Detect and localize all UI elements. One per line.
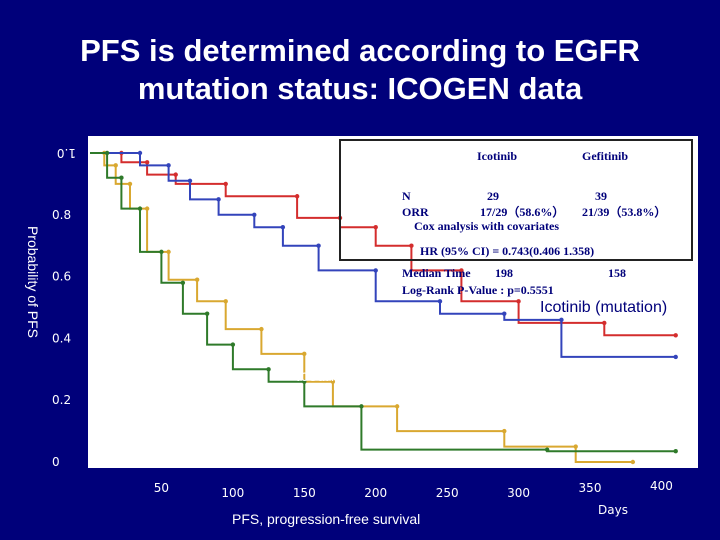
censor-mark <box>216 197 221 202</box>
label-gefetinib-wild: Gefetinib (wild type) <box>96 403 237 420</box>
x-tick-label: 150 <box>293 486 316 500</box>
title-line-1: PFS is determined according to EGFR <box>80 33 640 68</box>
censor-mark <box>359 404 364 409</box>
hr-text: HR (95% CI) = 0.743(0.406 1.358) <box>420 244 594 258</box>
y-tick-label: 0.6 <box>52 270 71 284</box>
censor-mark <box>180 280 186 285</box>
censor-mark <box>330 379 336 384</box>
censor-mark <box>302 379 307 384</box>
y-tick-label: 0.8 <box>52 208 71 222</box>
label-gefitinib-mutation: Gefitinib (Mutation) <box>402 337 537 354</box>
censor-mark <box>252 212 257 217</box>
x-tick-label: 50 <box>154 481 169 495</box>
y-tick-label: 0.2 <box>52 393 71 407</box>
censor-mark <box>104 150 110 156</box>
censor-mark <box>459 268 464 273</box>
y-tick-label: 1.0 <box>57 146 76 160</box>
censor-mark <box>559 317 564 323</box>
col-gefitinib: Gefitinib <box>582 149 628 163</box>
y-axis-ticks: 0 0.2 0.4 0.6 0.8 1.0 <box>52 146 76 469</box>
curve-series-2 <box>90 152 633 463</box>
label-icotinib-wild: Icotinib(wild type) <box>296 368 420 385</box>
censor-mark <box>144 206 150 211</box>
censor-mark <box>573 444 578 449</box>
curve-series-3 <box>90 152 676 453</box>
median-gefitinib: 158 <box>608 266 626 280</box>
n-icotinib: 29 <box>487 189 499 203</box>
censor-mark <box>437 299 443 304</box>
censor-mark <box>127 181 133 187</box>
y-tick-label: 0.4 <box>52 331 71 345</box>
censor-mark <box>373 268 378 273</box>
censor-mark <box>223 299 228 304</box>
censor-mark <box>137 206 143 211</box>
x-tick-label: 200 <box>364 486 387 500</box>
x-axis-title: Days <box>598 503 628 517</box>
censor-mark <box>223 181 228 187</box>
median-icotinib: 198 <box>495 266 513 280</box>
censor-mark <box>502 311 507 316</box>
censor-mark <box>673 333 678 338</box>
censor-mark <box>673 354 678 360</box>
censor-mark <box>502 428 507 434</box>
censor-mark <box>516 299 521 304</box>
cox-text: Cox analysis with covariates <box>414 219 559 233</box>
orr-icotinib: 17/29（58.6%） <box>480 204 564 219</box>
col-icotinib: Icotinib <box>477 149 517 163</box>
censor-mark <box>119 175 124 180</box>
censor-mark <box>602 320 607 326</box>
censor-mark <box>316 243 321 248</box>
censor-mark <box>230 342 236 347</box>
censor-mark <box>113 163 118 168</box>
censor-mark <box>187 178 193 184</box>
x-tick-label: 300 <box>507 486 530 500</box>
censor-mark <box>673 448 678 454</box>
censor-mark <box>144 160 150 165</box>
survival-curves <box>90 150 678 465</box>
median-label: Median Time <box>402 266 471 280</box>
censor-mark <box>373 224 378 230</box>
n-label: N <box>402 189 411 203</box>
censor-mark <box>166 163 171 168</box>
x-tick-label: 350 <box>579 481 602 495</box>
orr-label: ORR <box>402 205 429 219</box>
y-axis-title: Probability of PFS <box>25 226 41 338</box>
logrank-text: Log-Rank P-Value : p=0.5551 <box>402 283 554 297</box>
n-gefitinib: 39 <box>595 189 607 203</box>
x-axis-ticks: 50 100 150 200 250 300 350 400 <box>154 479 673 500</box>
censor-mark <box>630 459 636 465</box>
censor-mark <box>173 172 178 177</box>
censor-mark <box>137 150 143 156</box>
title-line-2: mutation status: ICOGEN data <box>137 71 583 106</box>
censor-mark <box>266 367 271 372</box>
censor-mark <box>259 326 264 332</box>
censor-mark <box>204 311 210 316</box>
x-tick-label: 250 <box>436 486 459 500</box>
censor-mark <box>544 447 550 452</box>
censor-mark <box>166 249 171 255</box>
footnote: PFS, progression-free survival <box>232 511 420 527</box>
label-icotinib-mutation: Icotinib (mutation) <box>540 299 667 316</box>
censor-mark <box>409 243 414 248</box>
x-tick-label: 100 <box>221 486 244 500</box>
censor-mark <box>294 194 300 199</box>
stats-box <box>339 139 693 261</box>
orr-gefitinib: 21/39（53.8%） <box>582 204 666 219</box>
censor-mark <box>194 277 200 282</box>
slide-title: PFS is determined according to EGFR muta… <box>0 32 720 108</box>
y-tick-label: 0 <box>52 455 60 469</box>
censor-mark <box>394 404 400 409</box>
censor-mark <box>302 351 307 357</box>
censor-mark <box>280 224 286 230</box>
x-tick-label: 400 <box>650 479 673 493</box>
censor-mark <box>159 249 164 255</box>
